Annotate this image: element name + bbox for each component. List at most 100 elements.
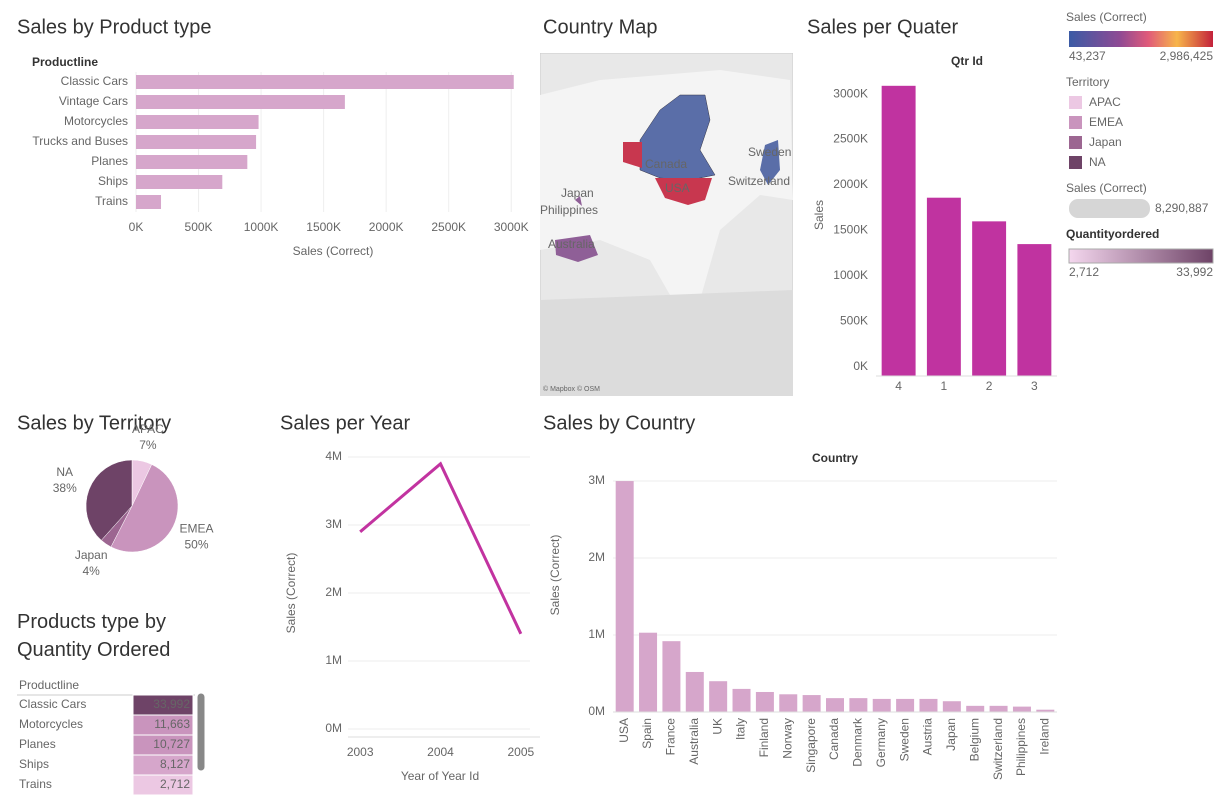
bar xyxy=(826,698,844,712)
x-tick-label: Italy xyxy=(734,718,748,740)
column-header: Productline xyxy=(32,55,98,69)
bar xyxy=(136,75,514,89)
y-tick-label: 0M xyxy=(588,704,605,718)
x-tick-label: Norway xyxy=(780,718,794,759)
map-label: Japan xyxy=(561,186,594,200)
bar xyxy=(136,195,162,209)
bar xyxy=(872,698,891,712)
pie-slice xyxy=(85,459,133,541)
slice-label: EMEA xyxy=(180,521,214,535)
x-tick-label: Austria xyxy=(921,718,935,756)
legend-swatch xyxy=(1069,156,1082,169)
bar xyxy=(942,701,961,712)
legend-title: Sales (Correct) xyxy=(1066,181,1147,195)
x-tick-label: 1000K xyxy=(244,220,279,234)
bar xyxy=(779,694,798,712)
x-tick-label: 2004 xyxy=(427,745,454,759)
y-tick-label: 3000K xyxy=(833,86,868,100)
bar xyxy=(136,155,248,169)
x-tick-label: Denmark xyxy=(851,717,865,767)
x-tick-label: Switzerland xyxy=(991,718,1005,780)
x-tick-label: Japan xyxy=(944,718,958,751)
x-tick-label: UK xyxy=(710,718,724,735)
x-tick-label: USA xyxy=(617,718,631,743)
color-ramp xyxy=(1069,31,1213,47)
chart-title: Sales per Year xyxy=(280,412,410,434)
land xyxy=(540,70,793,330)
x-tick-label: 500K xyxy=(185,220,213,234)
bar xyxy=(919,698,938,712)
category-label: Classic Cars xyxy=(61,74,128,88)
alaska xyxy=(623,142,642,168)
bar xyxy=(1036,709,1055,712)
bar xyxy=(881,85,916,376)
table-cell-value: 10,727 xyxy=(153,737,190,751)
y-tick-label: 1500K xyxy=(833,223,868,237)
y-tick-label: 0K xyxy=(853,359,868,373)
legend-label: 33,992 xyxy=(1176,265,1213,279)
color-ramp xyxy=(1068,248,1214,264)
y-tick-label: 2M xyxy=(588,550,605,564)
table-cell-label: Trains xyxy=(19,777,52,791)
y-tick-label: 2M xyxy=(325,585,342,599)
bar xyxy=(615,481,634,712)
usa xyxy=(655,178,712,205)
table-header: Productline xyxy=(19,678,79,692)
pie-slice xyxy=(110,464,179,553)
slice-value: 4% xyxy=(82,564,100,578)
table-cell-value: 11,663 xyxy=(154,717,190,731)
bar xyxy=(896,698,915,712)
legend-title: Territory xyxy=(1066,75,1109,89)
table-cell xyxy=(132,774,194,796)
legend-label: 8,290,887 xyxy=(1155,201,1209,215)
table-title: Products type by Quantity Ordered xyxy=(17,611,171,661)
x-axis-title: Sales (Correct) xyxy=(293,244,374,258)
chart-title: Sales by Country xyxy=(543,412,695,434)
category-label: Planes xyxy=(91,154,128,168)
map-label: Sweden xyxy=(748,145,791,159)
table-cell-label: Ships xyxy=(19,757,49,771)
category-label: Trains xyxy=(95,194,128,208)
category-label: Vintage Cars xyxy=(59,94,128,108)
x-tick-label: Australia xyxy=(687,718,701,765)
x-tick-label: Canada xyxy=(827,718,841,760)
x-tick-label: 2003 xyxy=(347,745,374,759)
canada xyxy=(639,94,716,181)
column-header: Country xyxy=(812,451,858,465)
japan xyxy=(575,196,582,206)
map-label: Philippines xyxy=(540,203,598,217)
x-tick-label: 1500K xyxy=(306,220,341,234)
x-tick-label: Spain xyxy=(640,718,654,749)
x-tick-label: 2500K xyxy=(431,220,466,234)
x-tick-label: Finland xyxy=(757,718,771,757)
bar xyxy=(1012,706,1031,712)
x-tick-label: 3000K xyxy=(494,220,529,234)
slice-label: Japan xyxy=(75,548,108,562)
x-tick-label: Singapore xyxy=(804,718,818,773)
slice-value: 50% xyxy=(184,537,208,551)
sweden xyxy=(760,140,780,185)
bar xyxy=(662,641,681,712)
y-tick-label: 500K xyxy=(840,314,868,328)
bar xyxy=(972,221,1007,376)
bar xyxy=(966,705,985,712)
bar xyxy=(685,671,704,712)
size-ramp xyxy=(1069,199,1150,218)
legend-swatch xyxy=(1069,116,1082,129)
legend-label: 2,712 xyxy=(1069,265,1099,279)
chart-title: Sales by Territory xyxy=(17,412,171,434)
x-tick-label: Ireland xyxy=(1037,718,1051,755)
category-label: Ships xyxy=(98,174,128,188)
y-tick-label: 2000K xyxy=(833,177,868,191)
y-tick-label: 4M xyxy=(325,449,342,463)
y-tick-label: 1M xyxy=(588,627,605,641)
y-axis-title: Sales xyxy=(812,200,826,230)
y-tick-label: 3M xyxy=(325,517,342,531)
bar xyxy=(989,705,1008,712)
bar xyxy=(849,698,868,712)
y-tick-label: 2500K xyxy=(833,132,868,146)
x-tick-label: 3 xyxy=(1031,379,1038,393)
map-label: Switzerland xyxy=(728,174,790,188)
table-cell-label: Planes xyxy=(19,737,56,751)
